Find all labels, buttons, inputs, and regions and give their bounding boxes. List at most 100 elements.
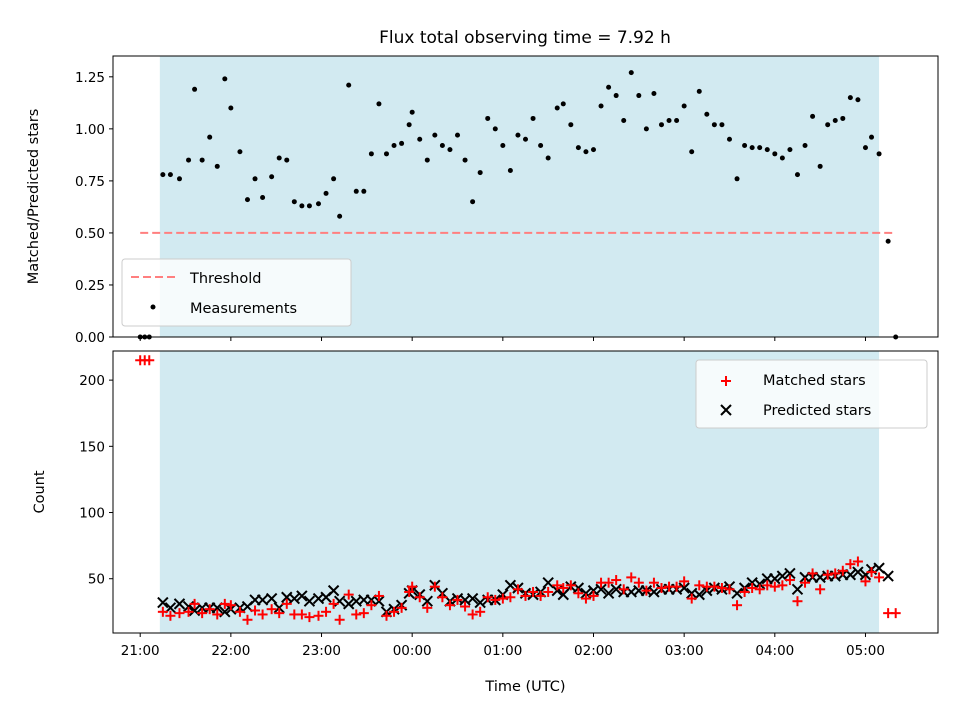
measurement-point	[222, 76, 228, 82]
measurement-point	[391, 143, 397, 149]
measurement-point	[337, 213, 343, 219]
matched-point	[197, 608, 208, 619]
measurement-point	[802, 143, 808, 149]
measurement-point	[825, 122, 831, 128]
measurement-point	[353, 188, 359, 194]
top-plot-frame	[112, 55, 939, 338]
measurement-point	[167, 172, 173, 178]
x-tick-label: 22:00	[211, 643, 250, 659]
predicted-point	[474, 596, 486, 609]
matched-point	[497, 593, 508, 604]
measurement-point	[658, 122, 664, 128]
predicted-point	[265, 592, 278, 605]
predicted-point	[678, 582, 690, 594]
measurement-point	[885, 238, 891, 244]
matched-point	[250, 605, 261, 616]
measurement-point	[674, 118, 680, 124]
matched-point	[769, 581, 780, 592]
x-tick-label: 01:00	[483, 643, 522, 659]
x-axis-label: Time (UTC)	[484, 679, 565, 695]
matched-point	[784, 575, 795, 586]
measurement-point	[621, 118, 627, 124]
matched-point	[351, 609, 362, 620]
measurement-point	[742, 143, 748, 149]
legend-matched-label: Matched stars	[763, 373, 866, 389]
measurement-point	[779, 155, 785, 161]
measurement-point	[606, 84, 612, 90]
x-tick-label: 05:00	[846, 643, 885, 659]
measurement-point	[409, 109, 415, 115]
measurement-point	[276, 155, 282, 161]
predicted-point	[542, 576, 554, 589]
matched-point	[724, 584, 735, 595]
matched-point	[174, 608, 185, 619]
matched-point	[822, 569, 833, 580]
matched-point	[656, 582, 667, 593]
measurement-point	[575, 145, 581, 151]
matched-point	[565, 580, 576, 591]
matched-point	[219, 598, 230, 609]
measurement-point	[368, 151, 374, 157]
legend-threshold-label: Threshold	[189, 271, 261, 287]
top-y-tick-label: 0.75	[75, 174, 105, 190]
measurement-point	[383, 151, 389, 157]
matched-point	[212, 609, 223, 620]
predicted-point	[288, 592, 301, 605]
matched-point	[358, 608, 369, 619]
measurement-point	[847, 95, 853, 101]
measurement-point	[470, 199, 476, 205]
predicted-point	[256, 594, 269, 606]
measurement-point	[214, 163, 220, 169]
measurement-point	[862, 145, 868, 151]
measurement-point	[726, 136, 732, 142]
matched-point	[648, 577, 659, 588]
matched-point	[437, 592, 448, 603]
matched-point	[552, 580, 563, 591]
matched-point	[762, 580, 773, 591]
measurement-point	[689, 149, 695, 155]
measurement-point	[439, 143, 445, 149]
measurement-point	[432, 132, 438, 138]
measurement-point	[794, 172, 800, 178]
measurement-point	[628, 70, 634, 76]
measurement-point	[719, 122, 725, 128]
top-x-ticks	[139, 337, 866, 341]
measurement-point	[711, 122, 717, 128]
matched-point	[313, 610, 324, 621]
matched-point	[189, 598, 200, 609]
measurement-point	[237, 149, 243, 155]
measurement-point	[764, 147, 770, 153]
predicted-point	[157, 596, 169, 609]
bottom-y-tick-label: 150	[79, 439, 105, 455]
matched-point	[747, 582, 758, 593]
matched-point	[633, 577, 644, 588]
measurement-point	[269, 174, 275, 180]
matched-point	[837, 565, 848, 576]
predicted-point	[327, 584, 340, 597]
measurement-point	[186, 157, 192, 163]
measurement-point	[869, 134, 875, 140]
x-tick-label: 00:00	[393, 643, 432, 659]
bottom-legend-box	[695, 359, 928, 429]
measurement-point	[651, 90, 657, 96]
measurement-point	[284, 157, 290, 163]
measurement-point	[160, 172, 166, 178]
measurement-point	[666, 118, 672, 124]
matched-point	[414, 592, 425, 603]
matched-point	[396, 602, 407, 613]
top-y-tick-label: 0.00	[75, 330, 105, 346]
matched-point	[815, 584, 826, 595]
x-axis: 21:00 22:00 23:00 00:00 01:00 02:00 03:00 04:00…	[121, 633, 885, 659]
measurement-point	[462, 157, 468, 163]
bottom-y-tick-label: 100	[79, 506, 105, 522]
matched-point	[845, 559, 856, 570]
matched-point	[505, 592, 516, 603]
top-panel: 0.00 0.25 0.50 0.75 1.00 1.25 Matched/Predict…	[26, 55, 939, 346]
matched-point	[422, 602, 433, 613]
legend-measurements-label: Measurements	[190, 301, 297, 317]
measurement-point	[507, 167, 513, 173]
matched-point	[366, 600, 377, 611]
measurement-point	[417, 136, 423, 142]
measurement-point	[817, 163, 823, 169]
